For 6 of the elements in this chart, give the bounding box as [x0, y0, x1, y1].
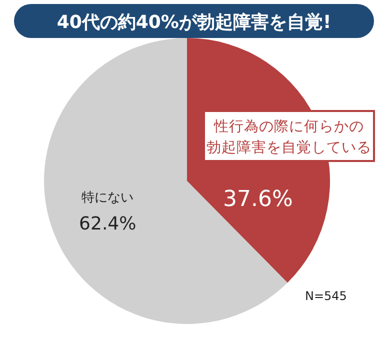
data-label: 62.4%	[79, 214, 136, 235]
chart-title: 40代の約40%が勃起障害を自覚!	[56, 12, 332, 33]
text: N=545	[305, 289, 347, 303]
slice-label: 性行為の際に何らかの勃起障害を自覚している	[206, 118, 372, 156]
data-label: 37.6%	[223, 187, 293, 212]
slice-label: 特にない	[82, 190, 134, 206]
